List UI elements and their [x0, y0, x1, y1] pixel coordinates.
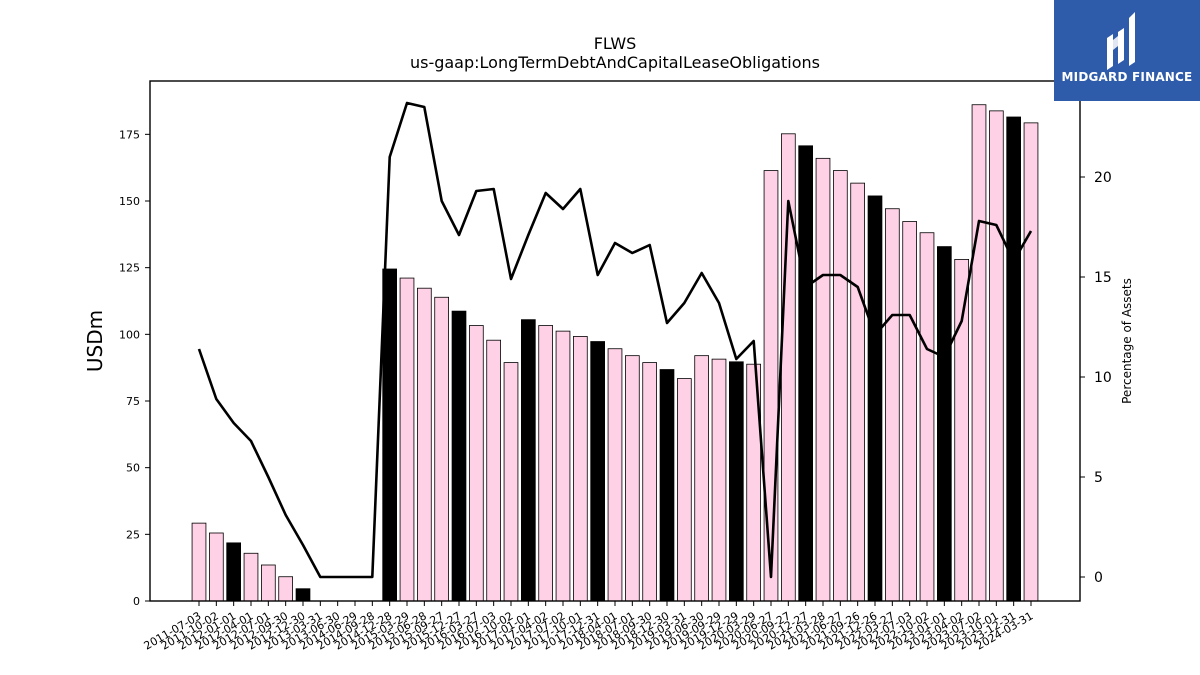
bar — [555, 330, 571, 602]
bar — [763, 170, 779, 602]
bar — [815, 157, 831, 602]
bar — [416, 287, 432, 602]
bar — [243, 552, 259, 602]
y-tick-label: 50 — [126, 462, 140, 475]
y-tick-label: 25 — [126, 528, 140, 541]
bar — [677, 378, 692, 602]
series-line — [197, 101, 1033, 579]
bar — [1006, 116, 1022, 602]
bar — [607, 348, 623, 602]
y-axis-right: 0 5 10 15 20 — [1080, 170, 1112, 586]
bar — [468, 325, 484, 602]
bar — [208, 532, 224, 602]
bar — [538, 325, 554, 602]
bar — [503, 362, 519, 602]
y2-tick-label: 5 — [1094, 470, 1103, 486]
bar — [434, 296, 450, 602]
y-axis-left: 0 25 50 75 100 125 150 175 — [119, 128, 150, 608]
bar — [191, 522, 207, 602]
bar — [1023, 122, 1039, 602]
bar — [850, 182, 866, 602]
y-tick-label: 100 — [119, 328, 140, 341]
bar — [451, 310, 467, 602]
y2-tick-label: 10 — [1094, 370, 1112, 386]
y-tick-label: 75 — [126, 395, 140, 408]
bar — [226, 542, 242, 602]
bar — [382, 268, 398, 602]
bar — [729, 361, 744, 602]
bar — [521, 319, 536, 602]
chart-title: FLWS — [594, 34, 637, 53]
y2-tick-label: 20 — [1094, 170, 1112, 186]
bar — [625, 355, 640, 602]
brand-logo: MIDGARD FINANCE — [1054, 0, 1200, 101]
y2-axis-label: Percentage of Assets — [1120, 278, 1134, 404]
bar — [659, 369, 675, 602]
bar — [885, 208, 900, 602]
brand-name: MIDGARD FINANCE — [1061, 70, 1193, 84]
line-group — [197, 101, 1033, 579]
bar — [260, 564, 276, 602]
bar-group — [191, 104, 1039, 602]
bar — [486, 339, 502, 602]
bar — [867, 195, 883, 602]
bar — [573, 336, 588, 602]
y2-tick-label: 0 — [1094, 570, 1103, 586]
bar — [798, 145, 814, 602]
bar — [711, 358, 727, 602]
x-axis: 2011-07-032011-10-022012-01-012012-04-01… — [142, 601, 1036, 653]
bar — [399, 277, 415, 602]
midgard-logo-icon — [1107, 12, 1135, 70]
bar — [971, 104, 987, 602]
bar — [833, 170, 848, 602]
bar — [590, 341, 606, 602]
bar — [937, 246, 952, 602]
y-tick-label: 125 — [119, 262, 140, 275]
bar — [919, 232, 935, 602]
bar — [694, 355, 710, 602]
y-tick-label: 175 — [119, 128, 140, 141]
bar — [295, 588, 311, 602]
bar — [989, 110, 1004, 602]
chart-subtitle: us-gaap:LongTermDebtAndCapitalLeaseOblig… — [410, 53, 820, 72]
bar — [642, 362, 658, 602]
bar — [954, 258, 970, 602]
bar — [902, 221, 918, 602]
bar — [278, 576, 294, 602]
y-axis-label: USDm — [83, 310, 107, 372]
y2-tick-label: 15 — [1094, 270, 1112, 286]
y-tick-label: 150 — [119, 195, 140, 208]
y-tick-label: 0 — [133, 595, 140, 608]
